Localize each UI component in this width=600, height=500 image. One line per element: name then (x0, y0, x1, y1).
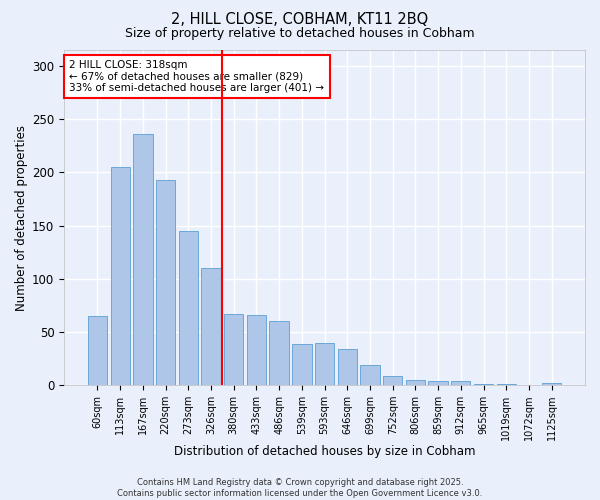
X-axis label: Distribution of detached houses by size in Cobham: Distribution of detached houses by size … (174, 444, 475, 458)
Bar (179, 231, 198, 385)
Text: 2, HILL CLOSE, COBHAM, KT11 2BQ: 2, HILL CLOSE, COBHAM, KT11 2BQ (172, 12, 428, 28)
Bar (542, 383, 562, 385)
Bar (428, 381, 448, 385)
Bar (247, 315, 266, 385)
Text: Size of property relative to detached houses in Cobham: Size of property relative to detached ho… (125, 28, 475, 40)
Bar (497, 384, 516, 385)
Bar (269, 322, 289, 385)
Bar (315, 342, 334, 385)
Y-axis label: Number of detached properties: Number of detached properties (15, 124, 28, 310)
Bar (406, 380, 425, 385)
Bar (88, 316, 107, 385)
Bar (202, 268, 221, 385)
Text: Contains HM Land Registry data © Crown copyright and database right 2025.
Contai: Contains HM Land Registry data © Crown c… (118, 478, 482, 498)
Bar (110, 167, 130, 385)
Bar (156, 180, 175, 385)
Bar (338, 349, 357, 385)
Bar (451, 381, 470, 385)
Bar (133, 134, 152, 385)
Bar (224, 314, 244, 385)
Bar (292, 344, 311, 385)
Bar (383, 376, 403, 385)
Bar (474, 384, 493, 385)
Bar (361, 365, 380, 385)
Text: 2 HILL CLOSE: 318sqm
← 67% of detached houses are smaller (829)
33% of semi-deta: 2 HILL CLOSE: 318sqm ← 67% of detached h… (70, 60, 325, 94)
